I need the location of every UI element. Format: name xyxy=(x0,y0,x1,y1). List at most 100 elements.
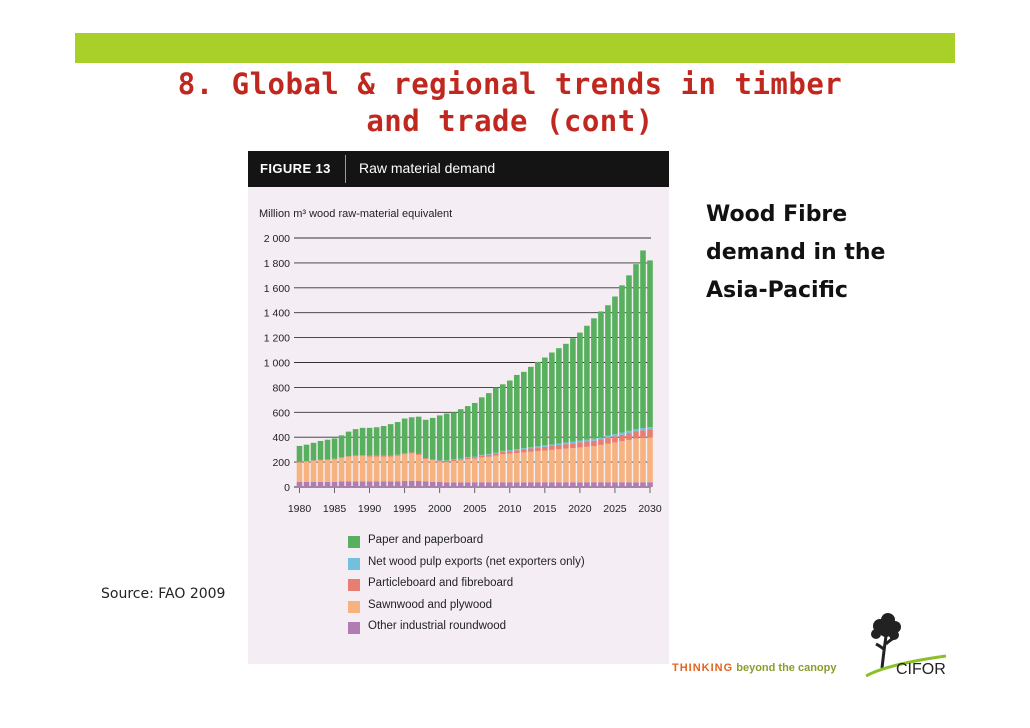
bar-segment xyxy=(535,482,541,487)
bar-segment xyxy=(626,433,632,440)
bar-segment xyxy=(408,480,415,487)
logo-text: CIFOR xyxy=(896,661,946,678)
side-caption-line: demand in the xyxy=(706,240,886,265)
bar-segment xyxy=(331,458,338,460)
bar-segment xyxy=(478,482,485,487)
legend-swatch xyxy=(348,557,360,570)
bar-segment xyxy=(499,482,506,487)
bar-segment xyxy=(450,412,457,460)
bar-segment xyxy=(563,482,569,487)
bar-segment xyxy=(345,481,352,487)
bar-segment xyxy=(521,449,527,453)
bar-segment xyxy=(507,482,513,487)
bar-segment xyxy=(373,481,380,487)
bar-segment xyxy=(415,454,422,482)
bar-segment xyxy=(422,459,429,482)
bar-segment xyxy=(492,452,499,454)
bar-segment xyxy=(514,482,520,487)
x-tick-label: 2020 xyxy=(568,503,592,515)
bar-segment xyxy=(478,455,485,458)
bar-segment xyxy=(647,429,653,438)
bar-segment xyxy=(324,481,331,487)
bar-segment xyxy=(387,481,394,487)
bar-segment xyxy=(436,415,443,460)
bar-segment xyxy=(640,430,646,439)
bar-segment xyxy=(303,482,310,487)
bar-segment xyxy=(514,453,520,483)
bar-segment xyxy=(422,458,429,460)
y-tick-label: 1 800 xyxy=(264,258,290,270)
bar-segment xyxy=(577,442,583,448)
bar-segment xyxy=(549,482,555,487)
bar-segment xyxy=(542,482,548,487)
bar-segment xyxy=(436,482,443,487)
bar-segment xyxy=(612,434,618,437)
bar-segment xyxy=(303,460,310,462)
bar-segment xyxy=(521,452,527,483)
x-tick-label: 2025 xyxy=(603,503,627,515)
bar-segment xyxy=(535,451,541,483)
bar-segment xyxy=(443,413,450,461)
bar-segment xyxy=(542,445,548,447)
y-tick-label: 0 xyxy=(284,482,290,494)
bar-segment xyxy=(380,426,387,456)
bar-segment xyxy=(492,387,499,453)
bar-segment xyxy=(373,455,380,457)
bar-segment xyxy=(338,481,345,487)
bar-segment xyxy=(584,439,590,442)
bar-segment xyxy=(436,459,443,461)
bar-segment xyxy=(443,460,450,461)
bar-segment xyxy=(436,461,443,483)
legend-label: Net wood pulp exports (net exporters onl… xyxy=(368,555,585,568)
bar-segment xyxy=(338,435,345,458)
bar-segment xyxy=(556,445,562,450)
bar-segment xyxy=(612,482,618,487)
bar-segment xyxy=(549,449,555,483)
bar-segment xyxy=(528,482,534,487)
bar-segment xyxy=(471,482,478,487)
bar-segment xyxy=(317,460,324,482)
bar-segment xyxy=(591,318,597,439)
bar-segment xyxy=(478,454,485,456)
bar-segment xyxy=(542,446,548,451)
figure-header: FIGURE 13 Raw material demand xyxy=(248,151,669,187)
bar-segment xyxy=(591,482,597,487)
figure-panel: FIGURE 13 Raw material demand Million m³… xyxy=(248,151,669,664)
figure-number: FIGURE 13 xyxy=(260,161,331,176)
bar-segment xyxy=(296,462,303,483)
bar-segment xyxy=(542,357,548,446)
bar-segment xyxy=(640,428,646,431)
y-tick-label: 600 xyxy=(272,407,290,419)
bar-segment xyxy=(570,482,576,487)
bar-segment xyxy=(464,457,471,458)
bar-segment xyxy=(626,482,632,487)
legend-label: Other industrial roundwood xyxy=(368,620,507,632)
bar-segment xyxy=(394,455,401,482)
bar-segment xyxy=(619,441,625,483)
x-tick-label: 2010 xyxy=(498,503,522,515)
bar-segment xyxy=(450,459,457,460)
bar-segment xyxy=(352,481,359,487)
bar-segment xyxy=(457,459,464,461)
bar-segment xyxy=(338,457,345,482)
bar-segment xyxy=(499,450,506,452)
bar-segment xyxy=(359,455,366,482)
source-note: Source: FAO 2009 xyxy=(101,586,226,602)
bar-segment xyxy=(499,451,506,455)
y-tick-label: 800 xyxy=(272,382,290,394)
bar-segment xyxy=(471,402,478,457)
bar-segment xyxy=(471,456,478,458)
bar-segment xyxy=(584,446,590,483)
bar-segment xyxy=(450,459,457,462)
bar-segment xyxy=(499,454,506,483)
bar-segment xyxy=(521,482,527,487)
x-tick-label: 2005 xyxy=(463,503,487,515)
figure-title: Raw material demand xyxy=(359,160,496,176)
bar-segment xyxy=(570,441,576,444)
bar-segment xyxy=(436,460,443,462)
bar-segment xyxy=(401,454,408,482)
bar-segment xyxy=(598,311,604,438)
bar-segment xyxy=(563,448,569,483)
bar-segment xyxy=(296,445,303,462)
bar-segment xyxy=(303,444,310,461)
